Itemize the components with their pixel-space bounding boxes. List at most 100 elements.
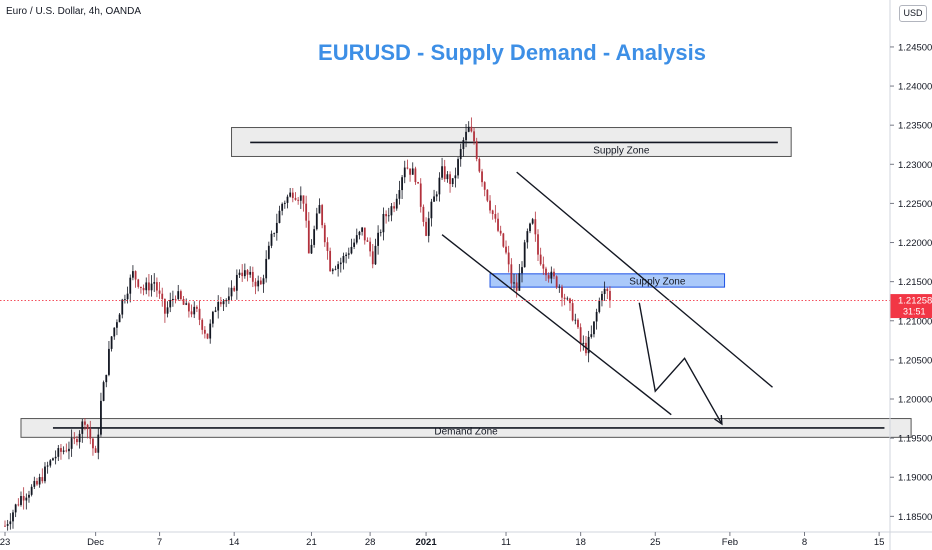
candle	[193, 301, 196, 319]
candle	[361, 226, 364, 236]
candle	[307, 212, 310, 254]
candle	[422, 204, 425, 227]
candle	[315, 207, 318, 231]
candle	[169, 292, 172, 313]
candle	[92, 437, 94, 456]
candle	[358, 230, 361, 240]
candle	[459, 143, 462, 167]
time-axis[interactable]: 23 Dec 7 14 21 28 2021 11 18 25 Feb 8 15	[0, 531, 932, 548]
candle	[54, 450, 57, 465]
candle	[329, 247, 332, 272]
candle	[441, 157, 443, 180]
candle	[270, 230, 273, 249]
candle	[579, 323, 582, 352]
candle	[251, 266, 254, 288]
candle	[36, 477, 38, 486]
candle	[374, 238, 377, 266]
candle	[433, 189, 435, 202]
candle	[587, 330, 590, 363]
channel-upper-line[interactable]	[516, 171, 773, 388]
candle	[254, 278, 257, 295]
candle	[355, 228, 358, 245]
candle	[305, 195, 308, 228]
candle	[267, 241, 270, 260]
time-tick-label: Feb	[722, 537, 738, 548]
candle	[598, 297, 601, 314]
time-tick-label: 28	[365, 537, 376, 548]
candle	[323, 222, 326, 247]
candle	[110, 335, 113, 352]
candle	[489, 195, 491, 214]
candle	[78, 430, 81, 449]
candle	[385, 210, 387, 224]
price-axis[interactable]: 1.24500 1.24000 1.23500 1.23000 1.22500 1.220…	[889, 0, 932, 550]
candle	[425, 217, 427, 237]
candle	[595, 308, 598, 330]
candle	[97, 427, 100, 460]
candle	[227, 287, 230, 304]
candle	[76, 435, 78, 446]
candle	[438, 172, 441, 202]
candle	[555, 275, 558, 290]
candle	[113, 327, 116, 340]
candle	[334, 265, 337, 271]
candle	[601, 291, 603, 307]
candle	[347, 247, 350, 259]
candle	[558, 284, 561, 293]
candle	[70, 429, 73, 457]
candle	[179, 289, 182, 301]
candle	[406, 159, 409, 170]
demand-zone-label: Demand Zone	[434, 426, 498, 437]
time-tick-label: 18	[575, 537, 586, 548]
candle	[44, 462, 46, 484]
candle	[108, 340, 110, 377]
candle	[577, 318, 579, 329]
candle	[124, 294, 126, 304]
candle	[219, 296, 222, 307]
time-tick-label: 15	[874, 537, 885, 548]
candle	[222, 299, 225, 312]
price-tick-label: 1.19500	[898, 434, 932, 445]
projection-path[interactable]	[638, 302, 723, 425]
candle	[475, 137, 478, 162]
candle	[206, 333, 209, 340]
time-tick-label: 25	[650, 537, 661, 548]
candle	[41, 468, 44, 484]
candle	[4, 520, 6, 527]
time-tick-label: 21	[306, 537, 317, 548]
candle	[523, 239, 526, 268]
candle	[531, 217, 534, 225]
current-price-value: 1.21258	[898, 296, 932, 307]
candle	[57, 445, 60, 461]
candles	[4, 117, 611, 531]
candle	[171, 290, 174, 307]
candle	[116, 319, 118, 336]
candle	[377, 225, 379, 255]
candle	[156, 277, 158, 298]
candle	[145, 277, 148, 295]
drawings-layer	[441, 171, 773, 426]
candle	[449, 171, 451, 193]
candle	[326, 237, 329, 260]
candle	[451, 178, 454, 188]
candle	[486, 189, 489, 203]
candle	[609, 286, 611, 308]
candle	[606, 287, 609, 300]
candle	[241, 264, 244, 282]
candle	[86, 423, 89, 439]
channel-lower-line[interactable]	[441, 234, 672, 416]
candle	[363, 227, 366, 245]
currency-button[interactable]: USD	[899, 5, 927, 22]
mid-supply-zone-label: Supply Zone	[629, 277, 686, 288]
candle	[257, 275, 260, 292]
candle	[278, 205, 281, 224]
candle	[502, 232, 505, 248]
candle	[203, 326, 206, 339]
candle	[321, 203, 324, 229]
candle	[499, 225, 502, 236]
mid-supply-zone[interactable]	[489, 273, 726, 288]
candle	[246, 268, 249, 282]
candle	[521, 261, 523, 283]
